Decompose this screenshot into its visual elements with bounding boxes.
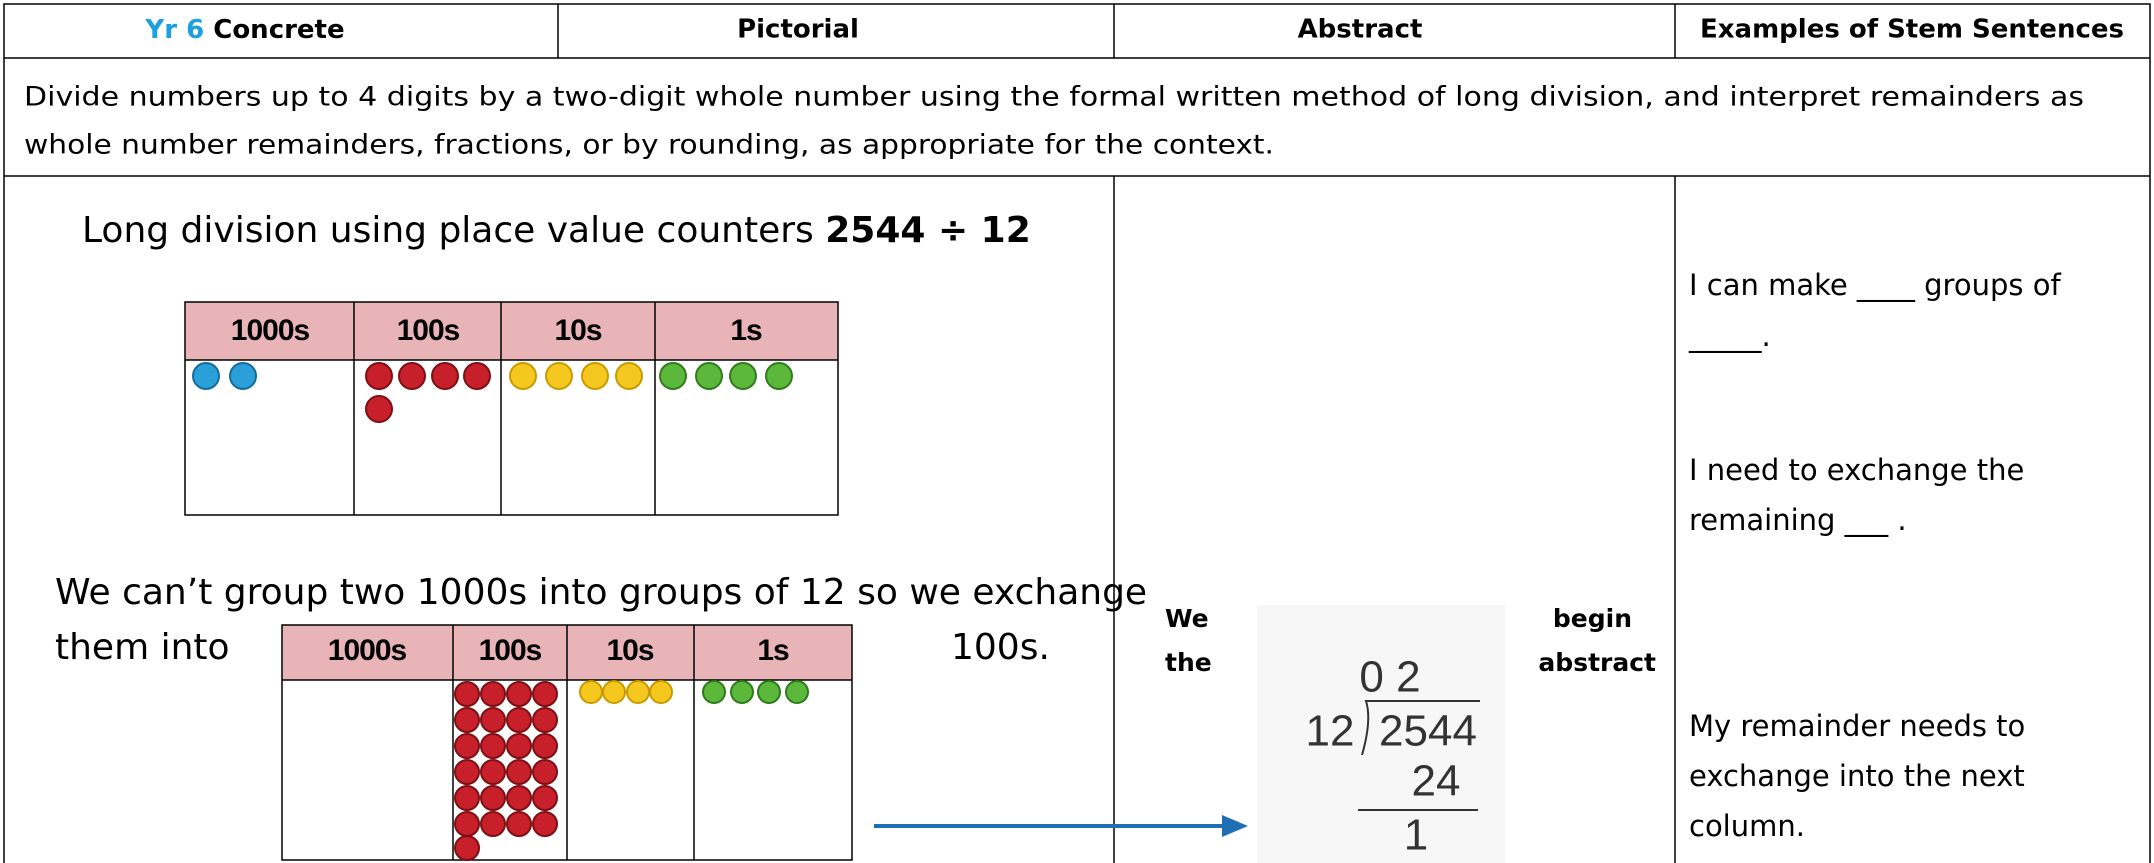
counter xyxy=(545,362,573,390)
concrete-title: Long division using place value counters… xyxy=(82,210,1031,251)
column-title: Examples of Stem Sentences xyxy=(1700,15,2124,45)
counter xyxy=(398,362,426,390)
counter xyxy=(602,680,626,704)
counter xyxy=(765,362,793,390)
pv-header: 1s xyxy=(757,634,789,667)
counter xyxy=(506,811,532,837)
long-division: 0 2 12 2544 24 1 xyxy=(1257,605,1505,863)
stem-sentence: My remainder needs to xyxy=(1689,709,2025,743)
divisor: 12 xyxy=(1306,707,1355,756)
objective-line: whole number remainders, fractions, or b… xyxy=(24,130,1274,161)
counter xyxy=(454,759,480,785)
counter xyxy=(454,707,480,733)
counter xyxy=(532,681,558,707)
counter xyxy=(506,681,532,707)
year: Yr 6 xyxy=(144,15,204,45)
stem-sentence: _____. xyxy=(1688,319,1771,353)
column-title: Pictorial xyxy=(737,15,859,45)
explanation: 100s. xyxy=(951,627,1050,668)
abstract-text: begin xyxy=(1553,604,1632,633)
stem-sentence: I can make ____ groups of xyxy=(1689,268,2061,302)
remainder: 1 xyxy=(1404,811,1428,860)
abstract-text: We xyxy=(1165,604,1209,633)
counter xyxy=(229,362,257,390)
title: Long division using place value counters xyxy=(82,210,814,251)
abstract-text: the xyxy=(1165,648,1212,677)
place-value-chart: 1000s 100s 10s 1s xyxy=(281,624,853,861)
header-cell: Yr 6 Concrete xyxy=(144,15,344,45)
counter xyxy=(365,362,393,390)
expression: 2544 ÷ 12 xyxy=(825,210,1031,251)
counter xyxy=(532,733,558,759)
counter xyxy=(431,362,459,390)
counter xyxy=(532,811,558,837)
counter xyxy=(480,759,506,785)
counter xyxy=(581,362,609,390)
stem-sentence: remaining ___ . xyxy=(1689,503,1907,537)
stem-sentence: exchange into the next xyxy=(1689,759,2025,793)
counter xyxy=(615,362,643,390)
counter xyxy=(463,362,491,390)
counter xyxy=(729,362,757,390)
counter xyxy=(506,759,532,785)
counter xyxy=(454,835,480,861)
pv-header: 1000s xyxy=(231,314,310,347)
counter xyxy=(532,707,558,733)
counter xyxy=(579,680,603,704)
abstract-text: abstract xyxy=(1538,648,1656,677)
pv-header: 1000s xyxy=(328,634,407,667)
column-title: Concrete xyxy=(213,15,344,45)
pv-header: 10s xyxy=(554,314,601,347)
counter xyxy=(532,759,558,785)
counter xyxy=(659,362,687,390)
counter xyxy=(730,680,754,704)
chart-header xyxy=(185,302,838,360)
objective-line: Divide numbers up to 4 digits by a two-d… xyxy=(24,82,2084,113)
table-grid xyxy=(3,3,2151,863)
counter xyxy=(785,680,809,704)
counter xyxy=(454,811,480,837)
stem-sentence: I need to exchange the xyxy=(1689,453,2024,487)
chart-border xyxy=(184,301,839,516)
counter xyxy=(480,785,506,811)
counter xyxy=(695,362,723,390)
counter xyxy=(454,681,480,707)
counter xyxy=(365,395,393,423)
counter xyxy=(192,362,220,390)
counter xyxy=(532,785,558,811)
arrow xyxy=(874,815,1248,837)
counter xyxy=(506,733,532,759)
counter xyxy=(506,707,532,733)
counter xyxy=(649,680,673,704)
dividend: 2544 xyxy=(1379,707,1477,756)
counter xyxy=(626,680,650,704)
counter xyxy=(480,733,506,759)
quotient: 0 2 xyxy=(1359,653,1420,702)
counter xyxy=(480,681,506,707)
counter xyxy=(757,680,781,704)
counter xyxy=(454,785,480,811)
pv-header: 1s xyxy=(730,314,762,347)
pv-header: 10s xyxy=(606,634,653,667)
counter xyxy=(480,707,506,733)
stem-sentence: column. xyxy=(1689,809,1805,843)
explanation: them into xyxy=(55,627,230,668)
pv-header: 100s xyxy=(397,314,460,347)
division-background xyxy=(1257,605,1505,863)
counter xyxy=(506,785,532,811)
explanation: We can’t group two 1000s into groups of … xyxy=(55,572,1147,613)
pv-header: 100s xyxy=(479,634,542,667)
counter xyxy=(702,680,726,704)
counter xyxy=(480,811,506,837)
subtraction: 24 xyxy=(1412,757,1461,806)
counter xyxy=(509,362,537,390)
column-title: Abstract xyxy=(1298,15,1423,45)
place-value-chart: 1000s 100s 10s 1s xyxy=(184,301,839,516)
counter xyxy=(454,733,480,759)
